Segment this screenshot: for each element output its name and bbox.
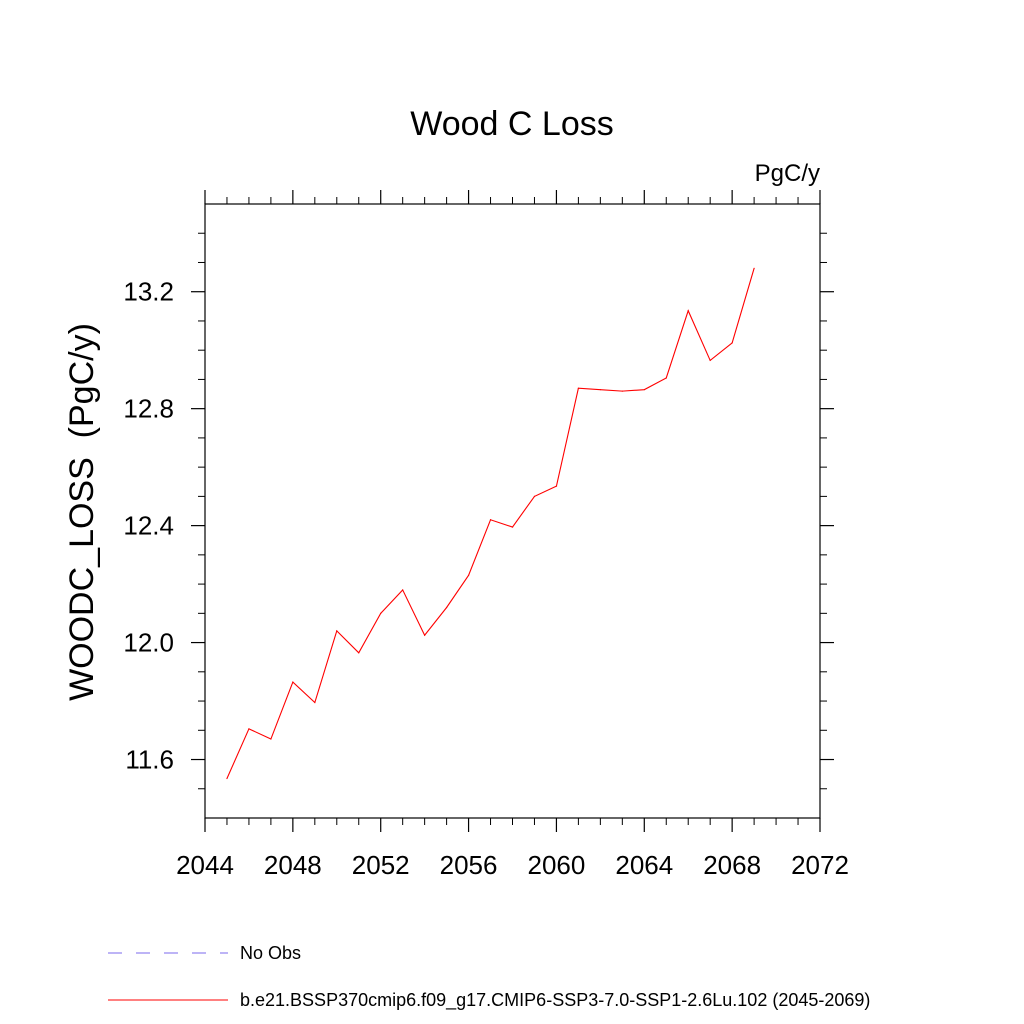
data-point [709, 359, 711, 362]
y-tick-label: 13.2 [123, 277, 174, 307]
plot-frame [204, 203, 821, 819]
data-point [621, 390, 623, 392]
tick-labels: 2044 2048 2052 2056 2060 2064 2068 2072 11.6 12.0… [123, 277, 849, 880]
y-tick-label: 12.0 [123, 628, 174, 658]
y-tick-label: 12.4 [123, 511, 174, 541]
data-point [643, 389, 645, 391]
data-point [380, 612, 382, 614]
data-point [511, 526, 514, 528]
data-point [577, 387, 579, 389]
y-tick-label: 11.6 [125, 745, 174, 775]
data-point [687, 310, 689, 312]
data-point [270, 738, 272, 740]
legend-label-model: b.e21.BSSP370cmip6.f09_g17.CMIP6-SSP3-7.… [240, 990, 870, 1011]
data-point [292, 681, 294, 683]
x-tick-label: 2068 [703, 850, 761, 880]
legend: No Obs b.e21.BSSP370cmip6.f09_g17.CMIP6-… [108, 943, 870, 1011]
data-point [753, 267, 755, 269]
x-tick-label: 2048 [264, 850, 322, 880]
legend-label-no-obs: No Obs [240, 943, 301, 963]
x-tick-label: 2056 [440, 850, 498, 880]
axis-ticks [191, 190, 834, 832]
units-label: PgC/y [755, 160, 820, 187]
data-point [358, 652, 360, 654]
x-tick-label: 2064 [615, 850, 673, 880]
y-axis-label: WOODC_LOSS (PgC/y) [63, 323, 101, 701]
data-point [555, 485, 558, 487]
data-point [314, 701, 316, 704]
data-point [226, 777, 228, 780]
x-tick-label: 2052 [352, 850, 410, 880]
chart-title: Wood C Loss [410, 105, 613, 143]
data-point [489, 519, 492, 521]
data-point [248, 728, 250, 730]
data-point [731, 342, 733, 344]
x-tick-label: 2060 [528, 850, 586, 880]
data-point [446, 606, 448, 609]
data-point [467, 574, 470, 576]
series-group [226, 267, 755, 780]
y-tick-label: 12.8 [123, 394, 174, 424]
data-point [599, 389, 601, 391]
data-point [665, 377, 667, 379]
data-point [402, 589, 404, 591]
data-point [424, 634, 426, 636]
data-point [533, 495, 536, 497]
x-tick-label: 2072 [791, 850, 849, 880]
series-line [226, 268, 755, 779]
data-point [336, 630, 338, 632]
x-tick-label: 2044 [176, 850, 234, 880]
